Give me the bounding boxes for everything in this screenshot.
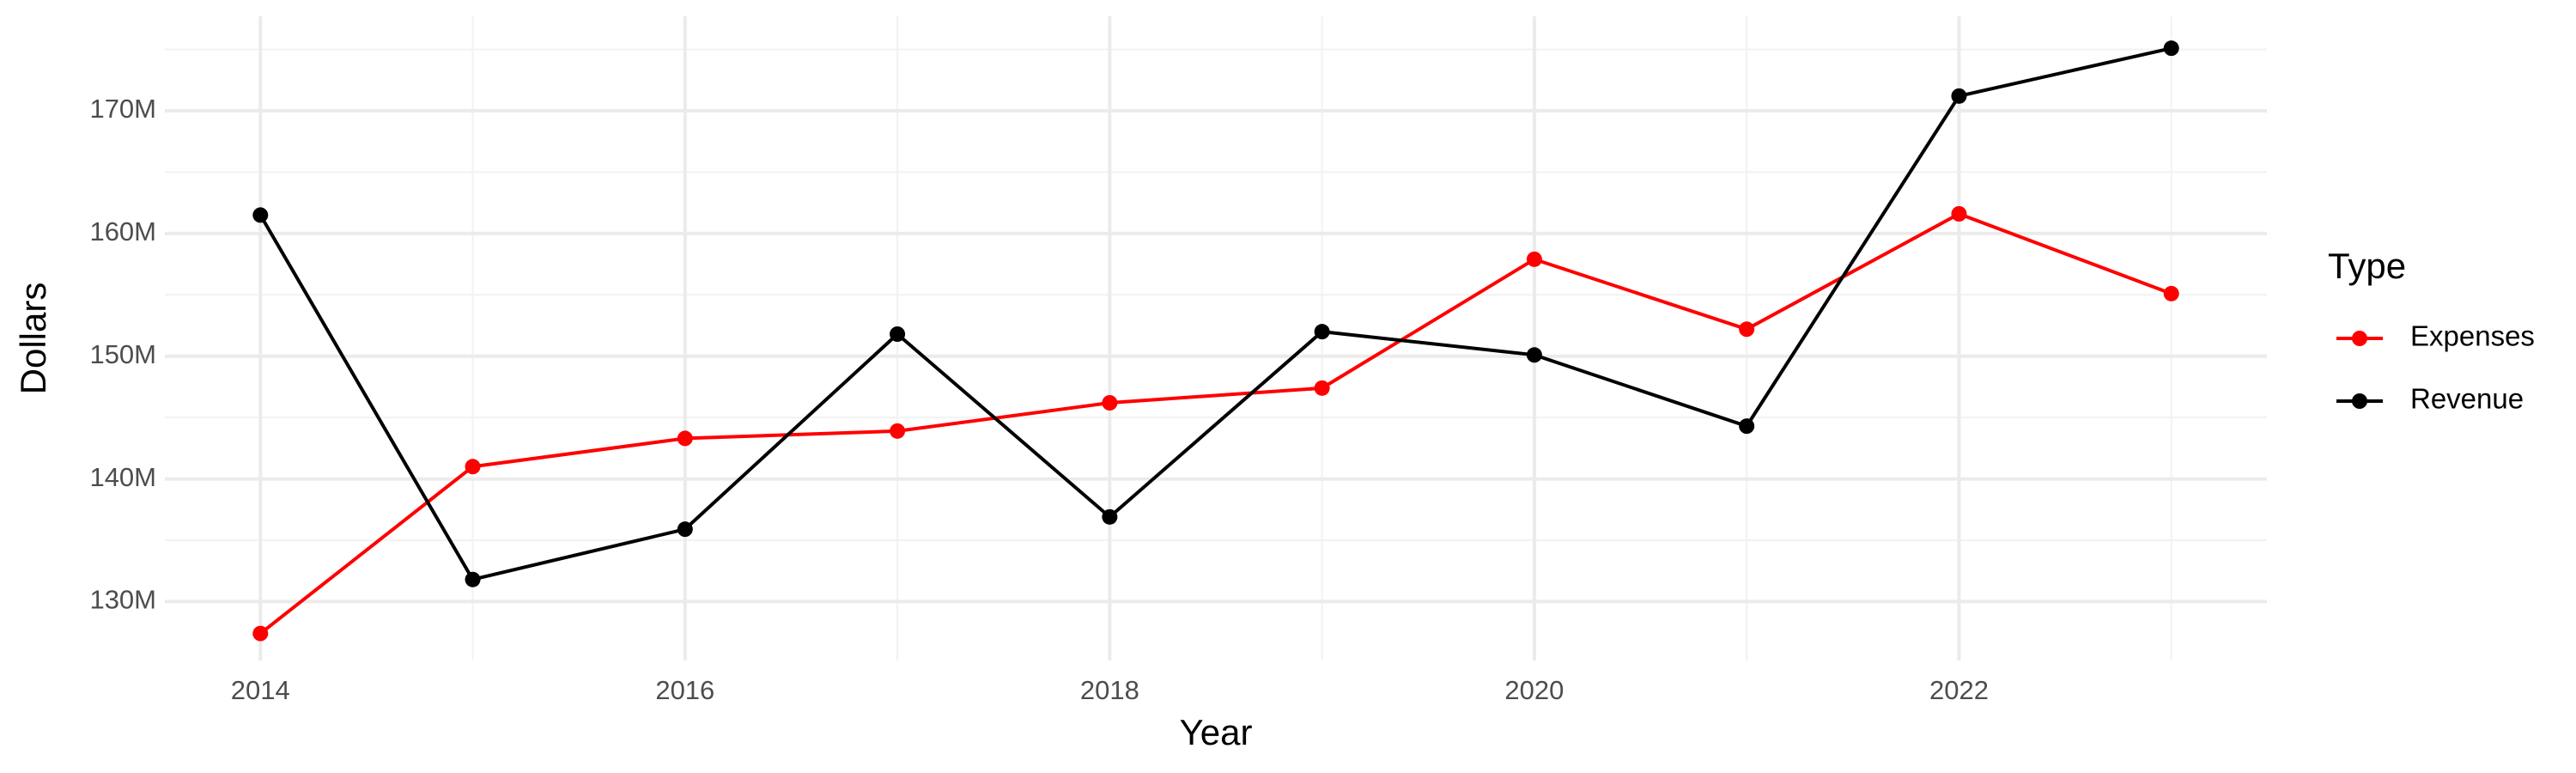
legend-key-point: [2352, 393, 2367, 409]
y-tick-label: 160M: [89, 216, 156, 247]
legend-title: Type: [2328, 246, 2406, 286]
y-tick-label: 130M: [89, 585, 156, 615]
x-tick-label: 2018: [1080, 675, 1139, 705]
data-point: [2163, 285, 2179, 301]
legend-label: Revenue: [2410, 383, 2524, 415]
data-point: [1739, 321, 1755, 338]
legend-key-point: [2352, 331, 2367, 346]
grid: [165, 16, 2267, 660]
data-point: [890, 423, 906, 439]
legend: Expenses Revenue: [2336, 320, 2535, 415]
data-point: [252, 625, 269, 642]
data-point: [1102, 395, 1118, 411]
x-tick-label: 2022: [1929, 675, 1989, 705]
data-point: [1951, 88, 1967, 104]
data-point: [1314, 324, 1330, 340]
data-point: [1739, 418, 1755, 435]
data-point: [1102, 508, 1118, 525]
x-tick-label: 2014: [231, 675, 290, 705]
y-tick-label: 170M: [89, 94, 156, 124]
data-point: [1526, 347, 1542, 363]
data-point: [677, 430, 693, 447]
plot: [252, 40, 2179, 642]
data-point: [465, 459, 481, 475]
x-tick-label: 2016: [655, 675, 714, 705]
data-point: [252, 207, 269, 223]
data-point: [1314, 380, 1330, 396]
y-tick-label: 140M: [89, 462, 156, 492]
series-line: [258, 46, 2172, 581]
data-point: [1526, 251, 1542, 267]
data-point: [677, 521, 693, 538]
legend-label: Expenses: [2410, 320, 2535, 352]
x-axis-title: Year: [1180, 712, 1253, 752]
y-tick-label: 150M: [89, 339, 156, 369]
data-point: [1951, 206, 1967, 222]
data-point: [890, 326, 906, 342]
series-line: [259, 212, 2172, 636]
data-point: [465, 571, 481, 587]
y-axis-title: Dollars: [13, 283, 53, 395]
x-tick-label: 2020: [1504, 675, 1564, 705]
data-point: [2163, 40, 2179, 57]
